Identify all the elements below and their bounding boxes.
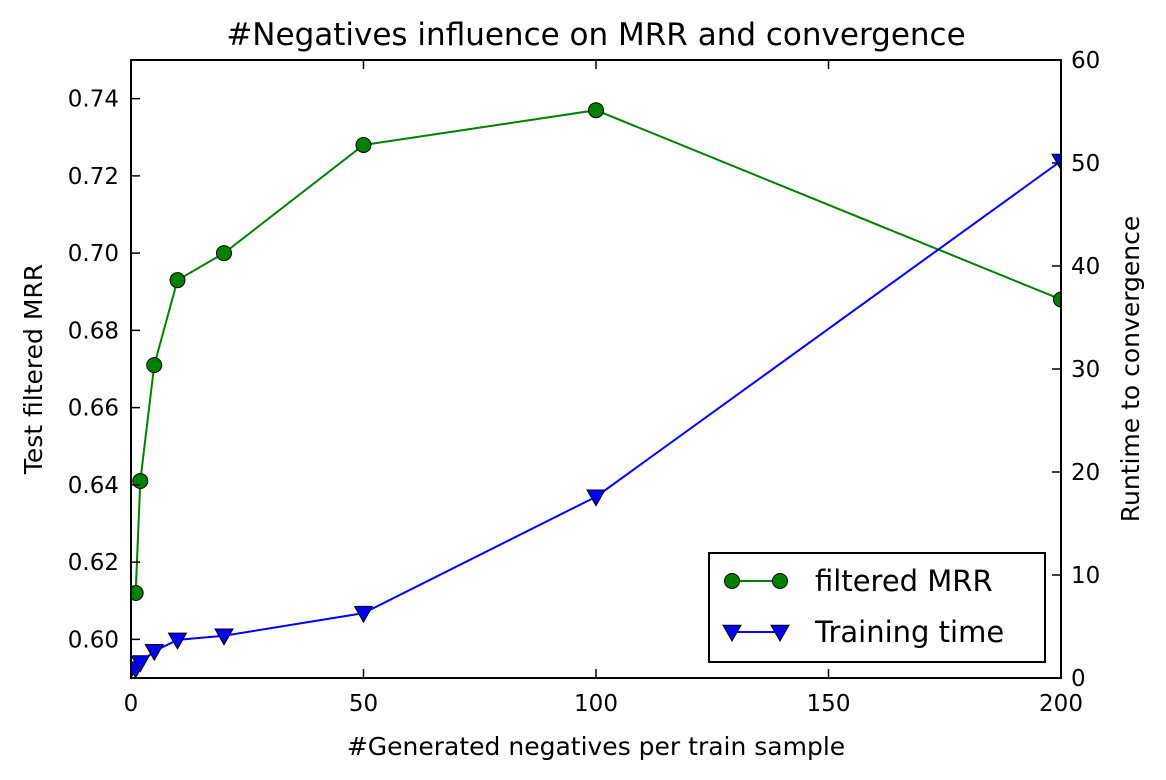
runtime-point (131, 655, 151, 673)
mrr-point (355, 136, 372, 153)
y-tick-label: 0.64 (68, 473, 119, 499)
axes-layer: 0 50 100 150 2000.600.620.640.660.680.700.72… (68, 48, 1101, 717)
legend: filtered MRR Training time (708, 552, 1046, 663)
y-tick-label: 0.72 (68, 164, 119, 190)
y2-axis-label: Runtime to convergence (1116, 216, 1145, 523)
x-tick-label: 0 (124, 691, 139, 717)
y2-tick-label: 60 (1071, 48, 1100, 74)
series-1 (131, 153, 1061, 678)
series-0 (131, 102, 1061, 602)
legend-marker (772, 573, 788, 589)
legend-marker (770, 624, 790, 643)
legend-marker (724, 573, 740, 589)
x-axis-label: #Generated negatives per train sample (347, 732, 845, 761)
y2-tick-label: 10 (1071, 563, 1100, 589)
mrr-point (588, 102, 604, 119)
mrr-point (1053, 291, 1061, 308)
series-layer (131, 102, 1061, 678)
x-tick-label: 100 (574, 691, 618, 717)
y2-tick-label: 20 (1071, 460, 1100, 486)
y-tick-label: 0.68 (68, 318, 119, 344)
chart-title: #Negatives influence on MRR and converge… (226, 17, 965, 53)
legend-box (708, 552, 1046, 663)
runtime-point (167, 632, 188, 650)
runtime-point (1051, 153, 1061, 171)
runtime-point (214, 628, 234, 646)
y-axis-label: Test filtered MRR (19, 264, 48, 475)
y-tick-label: 0.70 (68, 241, 119, 267)
x-tick-label: 150 (807, 691, 851, 717)
mrr-point (169, 272, 186, 289)
y2-tick-label: 40 (1071, 254, 1100, 280)
mrr-point (146, 357, 163, 374)
mrr-point (131, 585, 144, 602)
x-tick-label: 200 (1039, 691, 1083, 717)
y-tick-label: 0.74 (68, 87, 119, 113)
runtime-point (586, 489, 606, 507)
y-tick-label: 0.60 (68, 627, 119, 653)
y-tick-label: 0.62 (68, 550, 119, 576)
series-line (134, 109, 1061, 594)
runtime-point (144, 643, 165, 662)
mrr-point (132, 473, 149, 490)
y-tick-label: 0.66 (68, 396, 119, 422)
runtime-point (353, 605, 374, 624)
legend-marker (722, 624, 742, 643)
x-tick-label: 50 (349, 691, 378, 717)
y2-tick-label: 30 (1071, 357, 1100, 383)
legend-label: Training time (814, 615, 1004, 649)
legend-label: filtered MRR (815, 564, 993, 598)
y2-tick-label: 50 (1071, 151, 1100, 177)
mrr-point (216, 245, 232, 262)
y2-tick-label: 0 (1071, 666, 1086, 692)
